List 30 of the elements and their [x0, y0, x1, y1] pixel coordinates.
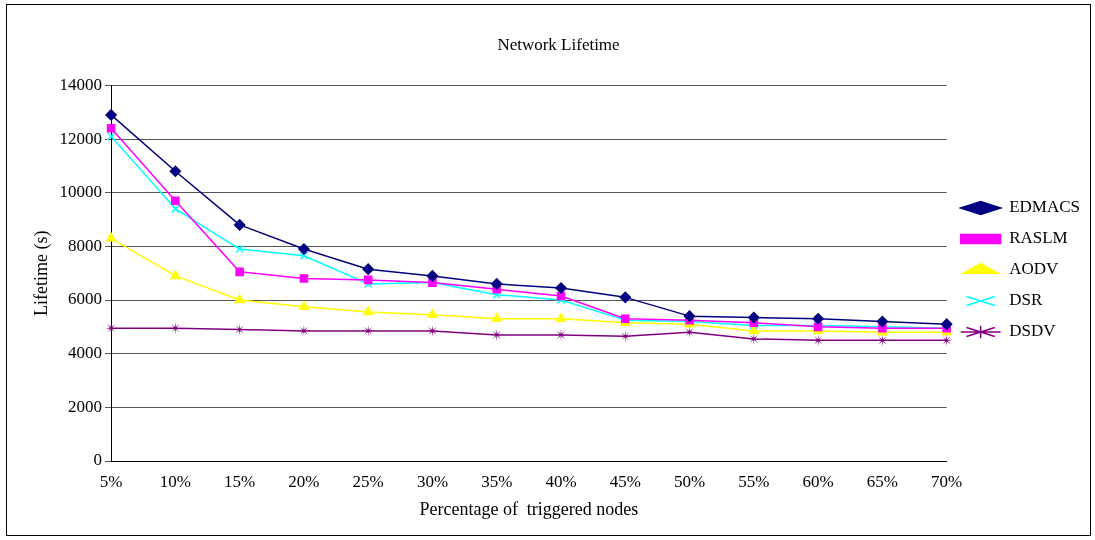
x-tick-label: 65%: [866, 471, 898, 491]
x-tick-label: 5%: [99, 471, 123, 491]
x-tick-label: 70%: [931, 471, 963, 491]
legend-label: EDMACS: [1009, 197, 1081, 217]
x-tick-label: 40%: [545, 471, 577, 491]
x-axis-title: Percentage of triggered nodes: [419, 498, 639, 519]
x-tick-label: 50%: [673, 471, 706, 491]
y-tick-label: 10000: [59, 182, 103, 202]
y-axis-title: Lifetime (s): [30, 230, 52, 316]
x-tick-label: 15%: [224, 471, 256, 491]
y-tick-label: 14000: [59, 74, 103, 94]
x-tick-label: 30%: [416, 471, 449, 491]
legend-label: DSR: [1009, 290, 1043, 310]
y-tick-label: 4000: [68, 343, 103, 363]
x-tick-label: 55%: [738, 471, 770, 491]
y-tick-label: 6000: [68, 289, 103, 309]
legend-label: AODV: [1009, 259, 1059, 279]
x-tick-label: 45%: [609, 471, 641, 491]
x-tick-label: 25%: [352, 471, 384, 491]
y-tick-label: 12000: [59, 128, 103, 148]
x-tick-label: 35%: [481, 471, 513, 491]
legend-label: RASLM: [1009, 228, 1068, 248]
x-tick-label: 10%: [159, 471, 191, 491]
legend-label: DSDV: [1009, 321, 1057, 341]
y-tick-label: 0: [93, 450, 103, 470]
y-tick-label: 2000: [68, 396, 103, 416]
x-tick-label: 60%: [802, 471, 834, 491]
x-tick-label: 20%: [288, 471, 320, 491]
y-tick-label: 8000: [68, 235, 103, 255]
chart-title: Network Lifetime: [497, 34, 620, 54]
